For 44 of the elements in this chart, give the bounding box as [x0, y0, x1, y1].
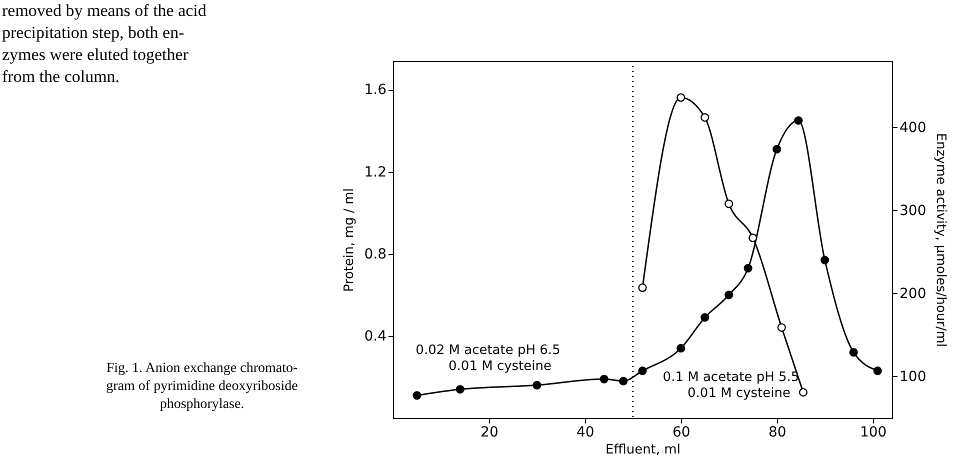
- point: [638, 283, 647, 292]
- y-tick-label: 0.8: [364, 246, 386, 262]
- x-tick-label: 20: [480, 424, 498, 440]
- point: [873, 366, 882, 376]
- y-tick-label: 0.4: [364, 328, 387, 344]
- y2-axis-title: Enzyme activity, μmoles/hour/ml: [933, 132, 948, 348]
- point: [849, 348, 858, 357]
- point: [638, 366, 647, 376]
- y2-tick-label: 200: [900, 286, 926, 302]
- point: [676, 344, 686, 353]
- point: [619, 376, 628, 386]
- point: [532, 380, 542, 390]
- y-axis-title: Protein, mg / ml: [342, 188, 358, 292]
- x-axis-title: Effluent, ml: [606, 442, 680, 457]
- y2-tick-label: 300: [900, 202, 926, 219]
- point: [820, 256, 830, 264]
- text: removed by means of the acid precipitation step, both en- zymes were eluted together from the column.: [2, 1, 207, 86]
- y2-tick-label: 100: [900, 368, 926, 385]
- annotation: 0.01 M cysteine: [448, 359, 552, 374]
- point: [748, 234, 758, 242]
- x-tick-label: 80: [768, 424, 786, 440]
- y-tick-label: 1.6: [364, 82, 387, 98]
- point: [412, 391, 422, 400]
- point: [456, 384, 464, 394]
- annotation: 0.1 M acetate pH 5.5: [662, 370, 800, 385]
- annotation: 0.02 M acetate pH 6.5: [416, 343, 560, 358]
- x-tick-label: 40: [576, 424, 594, 440]
- point: [772, 144, 782, 154]
- annotation: 0.01 M cysteine: [688, 386, 790, 401]
- point: [744, 264, 752, 273]
- y-tick-label: 1.2: [364, 164, 386, 180]
- point: [798, 388, 808, 397]
- point: [724, 200, 734, 208]
- point: [777, 323, 786, 332]
- point: [600, 374, 608, 384]
- y2-tick-label: 400: [900, 120, 926, 136]
- caption: Fig. 1. Anion exchange chromato- gram of pyrimidine deoxyriboside phosphorylase.: [106, 361, 298, 412]
- point: [794, 116, 803, 125]
- point: [700, 313, 710, 322]
- x-tick-label: 60: [672, 424, 690, 440]
- x-tick-label: 100: [860, 424, 887, 440]
- point: [676, 93, 686, 102]
- point: [700, 113, 710, 122]
- point: [724, 290, 734, 300]
